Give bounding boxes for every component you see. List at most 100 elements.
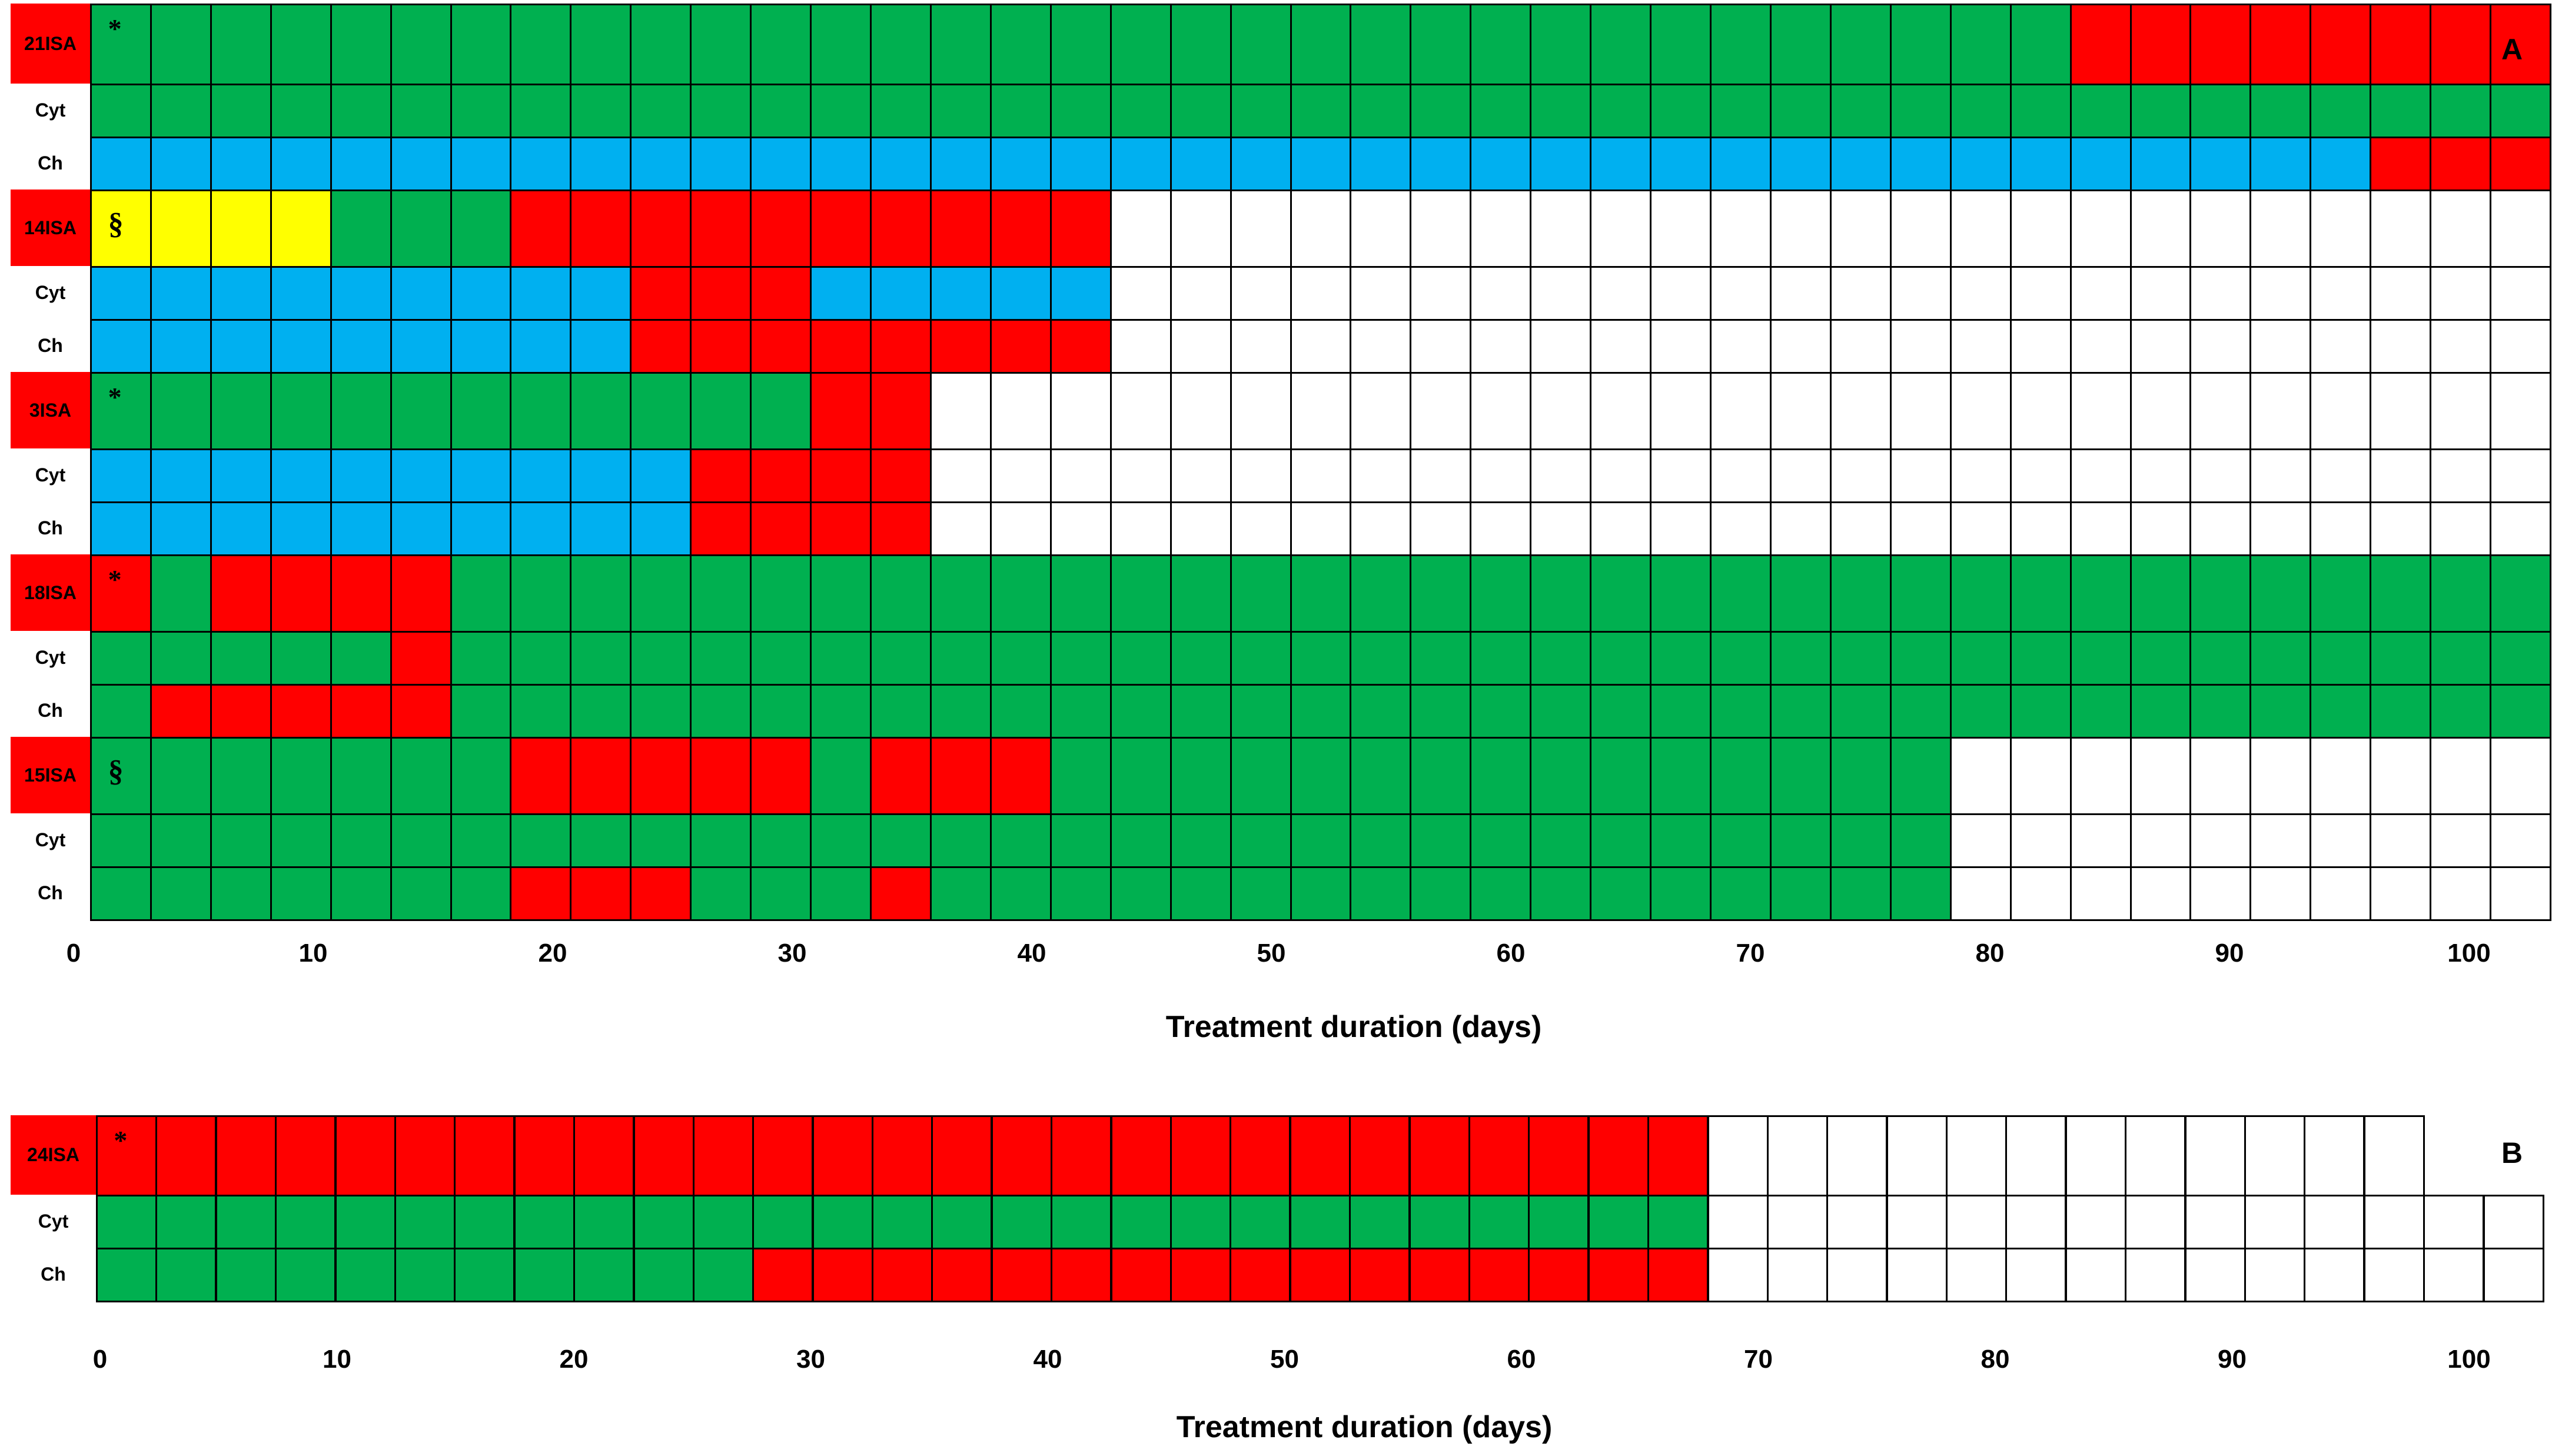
x-tick-label: 0	[92, 1345, 108, 1374]
data-cell	[510, 266, 571, 321]
data-cell	[1110, 813, 1172, 868]
data-cell	[812, 1115, 873, 1196]
data-cell	[2370, 813, 2431, 868]
data-cell	[454, 1115, 515, 1196]
data-cell	[1770, 372, 1832, 450]
data-cell	[150, 137, 212, 191]
data-cell	[1409, 1248, 1470, 1302]
data-cell	[991, 1248, 1052, 1302]
data-cell	[1710, 372, 1772, 450]
group-marker: *	[108, 14, 122, 44]
data-cell	[1590, 813, 1652, 868]
patient-label: 14 ISA	[11, 190, 90, 266]
data-cell	[810, 319, 872, 374]
data-cell	[1470, 684, 1531, 739]
data-cell	[1946, 1248, 2007, 1302]
data-cell	[1290, 319, 1352, 374]
data-cell	[450, 448, 512, 503]
data-cell	[1590, 448, 1652, 503]
data-cell	[1290, 501, 1352, 556]
data-cell	[1111, 1115, 1172, 1196]
data-cell	[2185, 1248, 2246, 1302]
data-cell	[2310, 684, 2371, 739]
x-tick-label: 70	[1744, 1345, 1773, 1374]
data-cell	[2490, 737, 2551, 815]
data-cell	[2483, 1248, 2544, 1302]
data-cell	[690, 737, 752, 815]
data-cell	[750, 813, 812, 868]
data-cell	[1409, 1195, 1470, 1249]
data-cell	[2005, 1195, 2066, 1249]
data-cell	[390, 4, 452, 85]
data-cell	[1470, 813, 1531, 868]
data-cell	[931, 1115, 992, 1196]
data-cell	[2430, 684, 2491, 739]
data-cell	[1707, 1248, 1769, 1302]
data-cell	[2304, 1195, 2365, 1249]
data-cell	[2130, 190, 2192, 268]
data-cell	[930, 684, 992, 739]
data-cell	[155, 1115, 217, 1196]
data-cell	[1170, 684, 1232, 739]
data-cell	[1230, 1195, 1291, 1249]
data-cell	[1770, 137, 1832, 191]
data-cell	[150, 866, 212, 921]
data-cell	[630, 266, 692, 321]
data-cell	[2010, 448, 2072, 503]
data-cell	[2490, 190, 2551, 268]
data-cell	[1946, 1115, 2007, 1196]
data-cell	[870, 190, 932, 268]
data-cell	[1230, 631, 1292, 686]
data-cell	[2490, 266, 2551, 321]
data-cell	[510, 448, 571, 503]
data-cell	[1350, 737, 1411, 815]
data-cell	[2010, 737, 2072, 815]
data-cell	[1051, 1115, 1112, 1196]
data-cell	[2130, 319, 2192, 374]
x-tick-label: 80	[1981, 1345, 2010, 1374]
data-cell	[750, 84, 812, 138]
data-cell	[1647, 1115, 1709, 1196]
data-cell	[2125, 1115, 2186, 1196]
data-cell	[390, 737, 452, 815]
data-cell	[1710, 684, 1772, 739]
data-cell	[1530, 84, 1591, 138]
data-cell	[2185, 1195, 2246, 1249]
data-cell	[1470, 137, 1531, 191]
data-cell	[2130, 266, 2192, 321]
data-cell	[2185, 1115, 2246, 1196]
group-marker: *	[108, 564, 122, 594]
data-cell	[931, 1248, 992, 1302]
data-cell	[750, 319, 812, 374]
data-cell	[630, 866, 692, 921]
data-cell	[990, 372, 1052, 450]
data-cell	[1410, 448, 1471, 503]
data-cell	[1588, 1248, 1649, 1302]
data-cell	[690, 684, 752, 739]
data-cell	[2065, 1195, 2126, 1249]
data-cell	[270, 554, 332, 633]
data-cell	[1350, 84, 1411, 138]
data-cell	[150, 501, 212, 556]
data-cell	[1468, 1195, 1530, 1249]
data-cell	[931, 1195, 992, 1249]
data-cell	[1650, 4, 1712, 85]
data-cell	[2010, 137, 2072, 191]
data-cell	[1950, 554, 2012, 633]
data-cell	[630, 372, 692, 450]
data-cell	[210, 631, 272, 686]
row-label: Ch	[38, 699, 63, 721]
data-cell	[991, 1115, 1052, 1196]
data-cell	[573, 1248, 634, 1302]
group-marker: *	[114, 1125, 128, 1156]
data-cell	[2310, 372, 2371, 450]
data-cell	[752, 1195, 813, 1249]
data-cell	[693, 1248, 754, 1302]
data-cell	[2310, 190, 2371, 268]
row-label: Ch	[38, 882, 63, 903]
data-cell	[630, 4, 692, 85]
data-cell	[930, 554, 992, 633]
data-cell	[2189, 737, 2251, 815]
data-cell	[573, 1115, 634, 1196]
